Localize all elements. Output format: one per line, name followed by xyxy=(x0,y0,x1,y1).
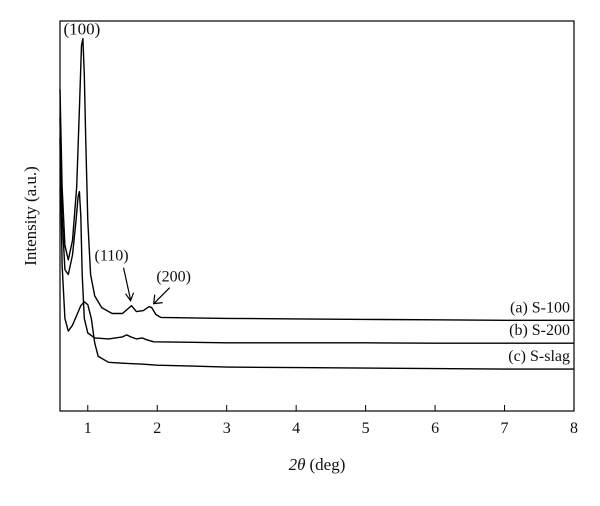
x-tick-label: 2 xyxy=(153,420,161,437)
series-layer xyxy=(59,37,574,370)
arrow-110 xyxy=(122,267,132,300)
label-layer: (a) S-100 (b) S-200 (c) S-slag (100) (110) (2… xyxy=(64,20,570,366)
x-tick-label: 5 xyxy=(362,420,370,437)
series-line xyxy=(59,118,574,344)
peak-label-200: (200) xyxy=(156,269,191,286)
plot-frame xyxy=(59,20,575,412)
x-axis-ticks: 1 2 3 4 5 6 7 8 xyxy=(84,405,578,437)
peak-label-110: (110) xyxy=(95,248,129,265)
x-tick-label: 6 xyxy=(431,420,439,437)
arrowhead-110 xyxy=(125,292,135,302)
series-line xyxy=(59,37,574,321)
arrow-200 xyxy=(154,287,171,304)
series-label: (a) S-100 xyxy=(510,299,570,316)
x-tick-label: 1 xyxy=(84,420,92,437)
x-axis-label-unit: (deg) xyxy=(309,455,345,474)
x-tick-label: 4 xyxy=(292,420,300,437)
series-label: (c) S-slag xyxy=(508,348,570,365)
series-label: (b) S-200 xyxy=(509,322,570,339)
peak-label-100: (100) xyxy=(64,20,101,39)
arrowhead-200 xyxy=(153,294,163,305)
x-axis-label: 2θ (deg) xyxy=(289,455,346,474)
x-tick-label: 8 xyxy=(570,420,578,437)
y-axis-label: Intensity (a.u.) xyxy=(21,166,40,266)
x-tick-label: 7 xyxy=(501,420,509,437)
x-axis-label-var: 2θ xyxy=(289,455,306,474)
x-tick-label: 3 xyxy=(223,420,231,437)
series-line xyxy=(59,137,574,370)
